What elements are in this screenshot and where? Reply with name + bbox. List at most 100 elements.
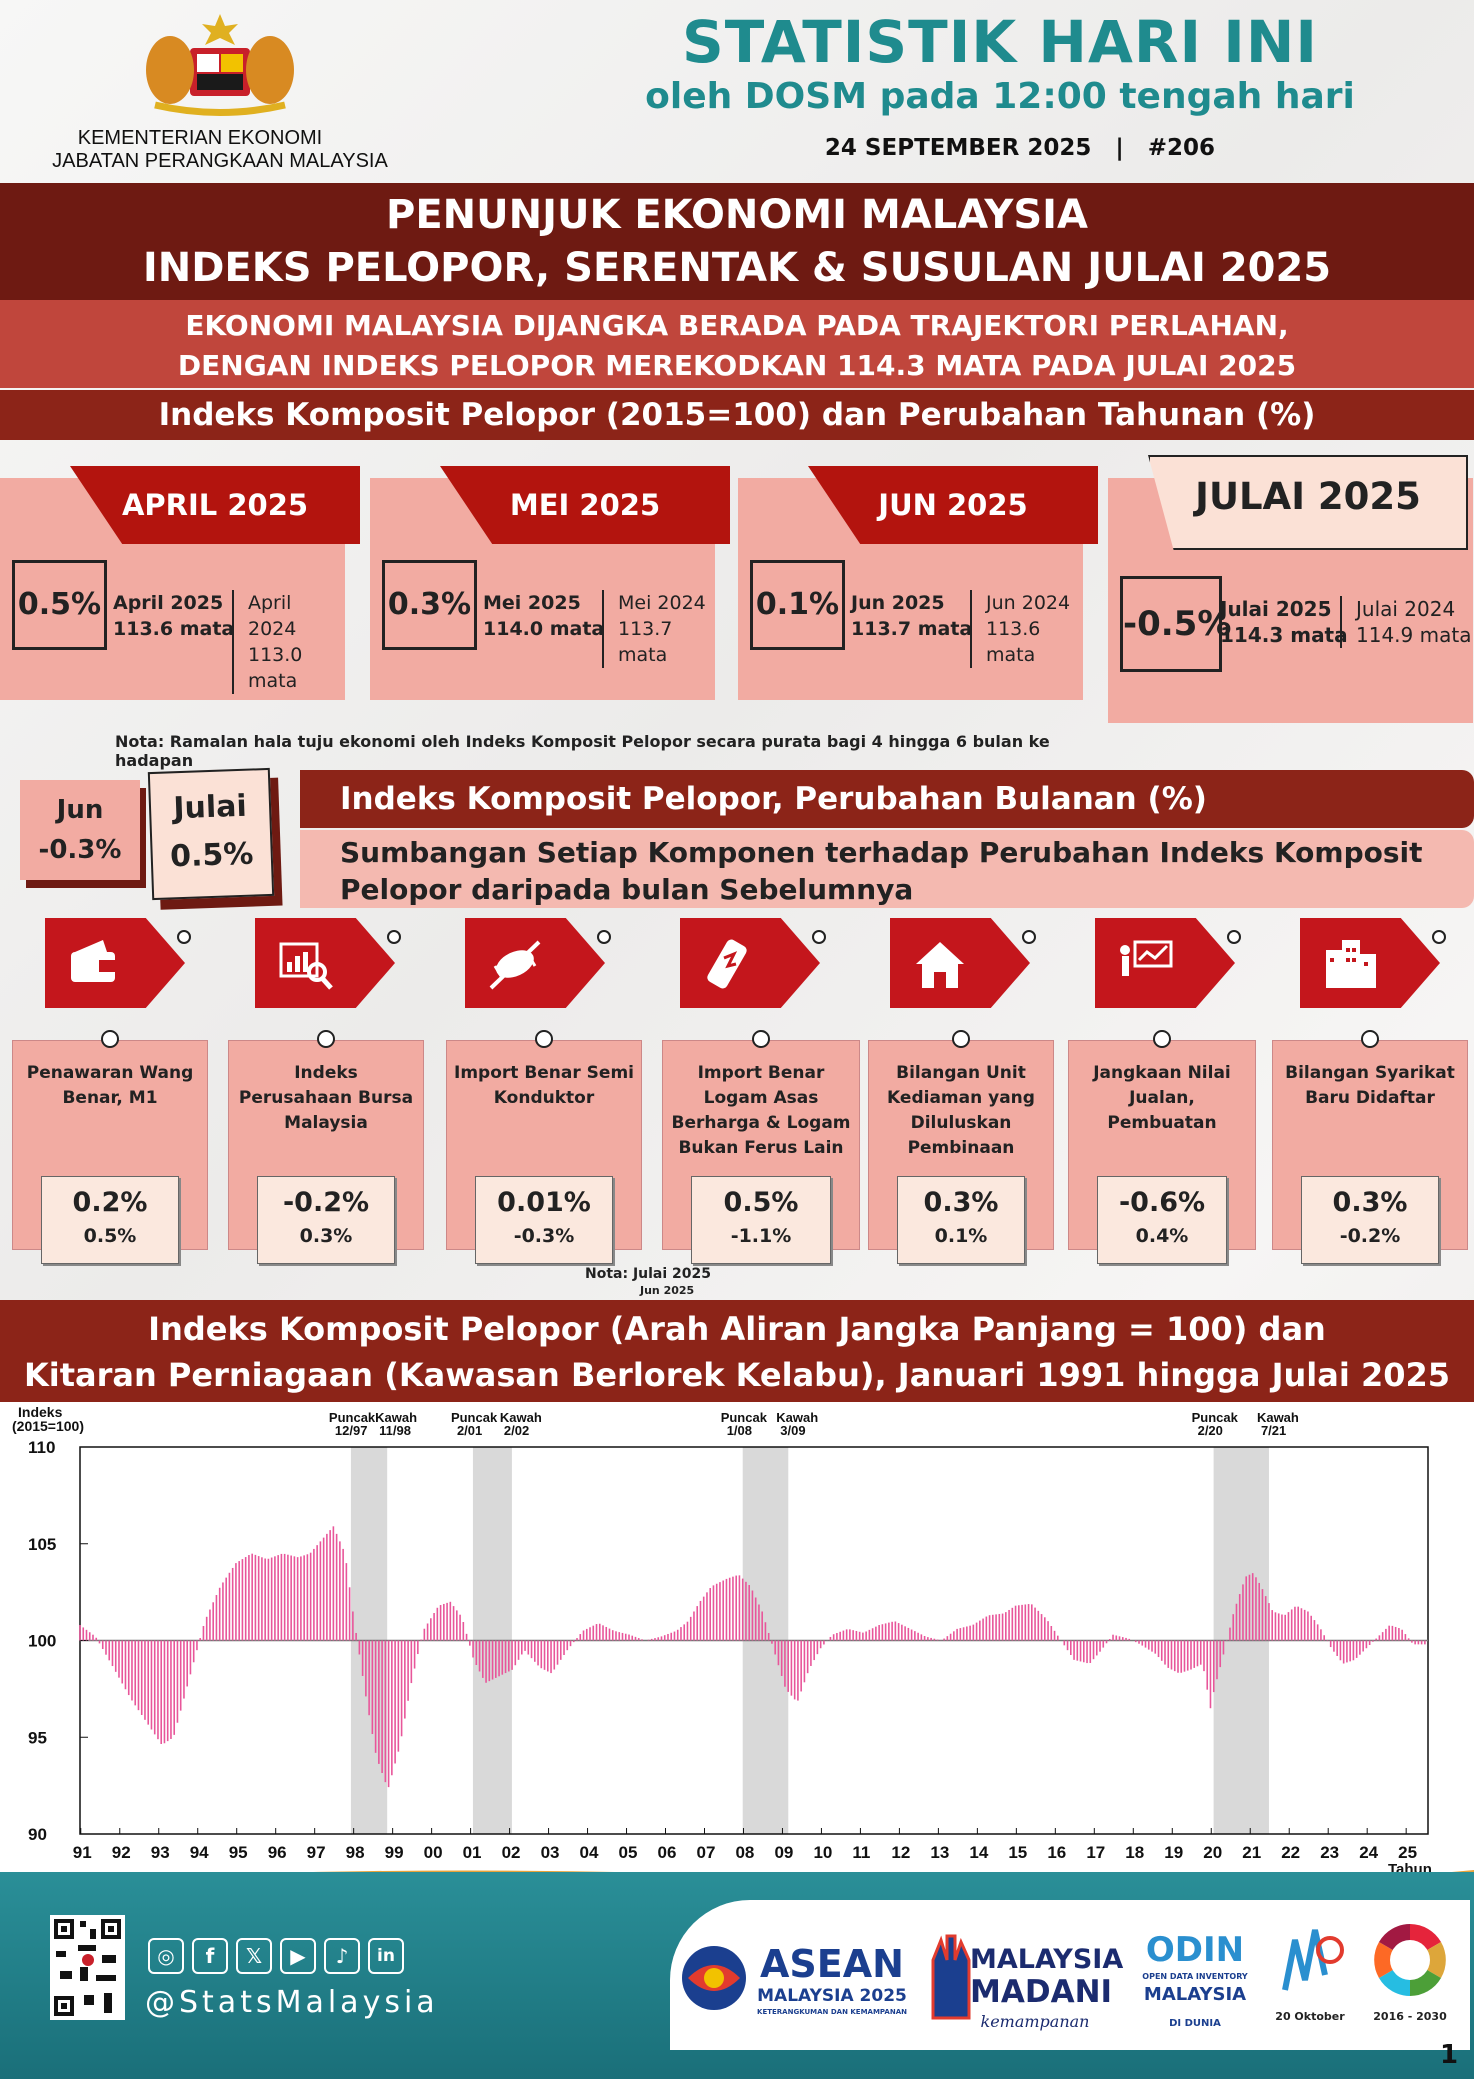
headline-banner: EKONOMI MALAYSIA DIJANGKA BERADA PADA TR… — [0, 300, 1474, 388]
component-tag-3 — [465, 918, 605, 1008]
leading-index-chart: Puncak 12/97 Kawah 11/98 Puncak 2/01 Kawah 2/02… — [0, 1402, 1474, 1878]
x-tick-label: 18 — [1125, 1843, 1144, 1862]
youtube-icon[interactable]: ▶ — [280, 1938, 316, 1974]
odin-logo-title: ODIN — [1145, 1930, 1245, 1970]
x-tick-label: 96 — [268, 1843, 287, 1862]
trough-date: 7/21 — [1261, 1423, 1286, 1438]
chart-title-banner: Indeks Komposit Pelopor (Arah Aliran Jan… — [0, 1300, 1474, 1402]
component-value-jun: -0.3% — [513, 1225, 575, 1247]
tag-hole — [387, 930, 401, 944]
component-value-jun: -0.2% — [1339, 1225, 1401, 1247]
x-tick-label: 10 — [813, 1843, 832, 1862]
current-label: Mei 2025 — [483, 592, 581, 614]
tag-hole — [1022, 930, 1036, 944]
component-card-7: Bilangan Syarikat Baru Didaftar 0.3% -0.2% — [1272, 1030, 1468, 1264]
month-card-april: APRIL 2025 0.5% April 2025 113.6 mata Apr… — [0, 466, 360, 700]
jun-label: Jun — [56, 795, 104, 825]
ministry-name: KEMENTERIAN EKONOMI — [77, 127, 323, 149]
odin-logo-country: MALAYSIA — [1143, 1984, 1247, 2005]
stock-search-icon — [279, 942, 333, 990]
chart-title-line1: Indeks Komposit Pelopor (Arah Aliran Jan… — [148, 1310, 1326, 1348]
tag-hole — [1432, 930, 1446, 944]
monthly-change-julai: Julai 0.5% — [147, 767, 275, 901]
madani-logo-sub: MADANI — [970, 1974, 1113, 2010]
asean-swirl-icon — [682, 1946, 746, 2010]
previous-index-julai: Julai 2024 114.9 mata — [1340, 596, 1471, 648]
forecast-note: Nota: Ramalan hala tuju ekonomi oleh Ind… — [115, 732, 1050, 770]
component-name: Import Benar Logam Asas Berharga & Logam… — [671, 1063, 851, 1158]
component-value-julai: 0.3% — [923, 1187, 999, 1218]
chip-icon — [489, 940, 541, 990]
main-title-line2: INDEKS PELOPOR, SERENTAK & SUSULAN JULAI… — [142, 245, 1332, 291]
component-tag-5 — [890, 918, 1030, 1008]
previous-value: 113.6 mata — [986, 618, 1041, 666]
x-tick-label: 19 — [1164, 1843, 1183, 1862]
month-tab-april: APRIL 2025 — [70, 466, 360, 544]
tag-hole — [177, 930, 191, 944]
current-label: April 2025 — [113, 592, 224, 614]
qr-code-icon[interactable] — [50, 1915, 125, 2020]
facebook-icon[interactable]: f — [192, 1938, 228, 1974]
madani-hand-icon — [931, 1934, 971, 2020]
card-hole — [952, 1030, 970, 1048]
component-card-2: Indeks Perusahaan Bursa Malaysia -0.2% 0.3… — [228, 1030, 424, 1264]
x-icon[interactable]: 𝕏 — [236, 1938, 272, 1974]
component-value-jun: 0.4% — [1135, 1225, 1189, 1247]
component-value-julai: -0.2% — [282, 1187, 370, 1218]
component-value-julai: 0.5% — [723, 1187, 799, 1218]
component-value-jun: 0.1% — [934, 1225, 988, 1247]
x-tick-label: 21 — [1242, 1843, 1261, 1862]
headline-line1: EKONOMI MALAYSIA DIJANGKA BERADA PADA TR… — [185, 309, 1289, 342]
x-tick-label: 05 — [619, 1843, 638, 1862]
statistics-day-icon — [1282, 1929, 1344, 1991]
current-value: 114.0 mata — [483, 618, 605, 640]
social-handle[interactable]: @StatsMalaysia — [145, 1985, 439, 2020]
card-hole — [752, 1030, 770, 1048]
card-hole — [1361, 1030, 1379, 1048]
previous-label: Jun 2024 — [986, 592, 1071, 614]
tiktok-icon[interactable]: ♪ — [324, 1938, 360, 1974]
chart-title-line2: Kitaran Perniagaan (Kawasan Berlorek Kel… — [23, 1356, 1451, 1394]
component-value-julai: 0.2% — [72, 1187, 148, 1218]
x-tick-label: 01 — [463, 1843, 482, 1862]
previous-value: 114.9 mata — [1356, 623, 1472, 647]
x-tick-label: 04 — [580, 1843, 599, 1862]
jun-value: -0.3% — [38, 835, 122, 865]
sales-presentation-icon — [1120, 940, 1173, 976]
x-tick-label: 93 — [151, 1843, 170, 1862]
component-value-julai: -0.6% — [1118, 1187, 1206, 1218]
linkedin-icon[interactable]: in — [368, 1938, 404, 1974]
x-tick-label: 99 — [385, 1843, 404, 1862]
x-tick-label: 02 — [502, 1843, 521, 1862]
trough-date: 11/98 — [379, 1423, 411, 1438]
previous-value: 113.0 mata — [248, 644, 303, 692]
component-card-3: Import Benar Semi Konduktor 0.01% -0.3% — [446, 1030, 642, 1264]
component-value-box: 0.5% -1.1% — [691, 1176, 831, 1264]
trough-date: 3/09 — [780, 1423, 805, 1438]
month-card-jun: JUN 2025 0.1% Jun 2025 113.7 mata Jun 202… — [738, 466, 1098, 700]
component-note: Nota: Julai 2025 — [585, 1266, 712, 1282]
current-label: Jun 2025 — [851, 592, 945, 614]
x-tick-label: 92 — [112, 1843, 131, 1862]
month-tab-julai: JULAI 2025 — [1148, 455, 1468, 550]
x-tick-label: 95 — [229, 1843, 248, 1862]
previous-label: Mei 2024 — [618, 592, 706, 614]
current-value: 113.7 mata — [851, 618, 973, 640]
headline-line2: DENGAN INDEKS PELOPOR MEREKODKAN 114.3 M… — [177, 349, 1297, 382]
component-value-jun: 0.5% — [83, 1225, 137, 1247]
page-title: STATISTIK HARI INI — [682, 8, 1318, 76]
instagram-icon[interactable]: ◎ — [148, 1938, 184, 1974]
x-tick-label: 11 — [852, 1843, 870, 1862]
tag-hole — [597, 930, 611, 944]
odin-logo-sub: OPEN DATA INVENTORY — [1142, 1972, 1248, 1981]
trough-label: Kawah — [375, 1410, 417, 1425]
contribution-section-banner: Sumbangan Setiap Komponen terhadap Perub… — [300, 830, 1474, 908]
x-tick-label: 91 — [73, 1843, 92, 1862]
component-card-6: Jangkaan Nilai Jualan, Pembuatan -0.6% 0.4… — [1068, 1030, 1256, 1264]
current-label: Julai 2025 — [1220, 597, 1332, 621]
component-value-box: -0.6% 0.4% — [1097, 1176, 1227, 1264]
y-tick-label: 100 — [28, 1632, 56, 1651]
annual-change-april: 0.5% — [12, 560, 107, 650]
previous-index-jun: Jun 2024 113.6 mata — [970, 590, 1083, 668]
trough-date: 2/02 — [504, 1423, 529, 1438]
